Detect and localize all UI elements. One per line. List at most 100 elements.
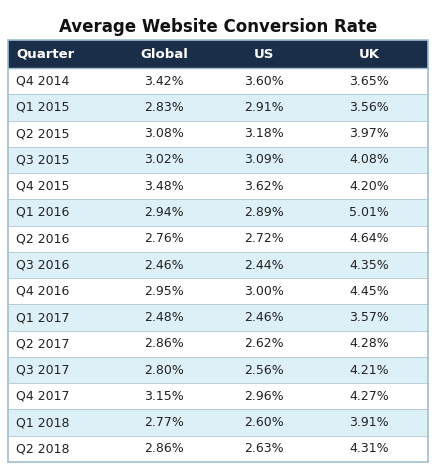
Bar <box>310 94 428 121</box>
Bar <box>8 173 110 199</box>
Text: 3.65%: 3.65% <box>349 75 389 88</box>
Text: 3.18%: 3.18% <box>244 127 284 140</box>
Text: 3.08%: 3.08% <box>144 127 184 140</box>
Text: 4.28%: 4.28% <box>349 337 389 350</box>
Bar <box>310 331 428 357</box>
Text: Q4 2015: Q4 2015 <box>16 180 69 193</box>
Text: Q1 2016: Q1 2016 <box>16 206 69 219</box>
Text: 3.97%: 3.97% <box>349 127 389 140</box>
Bar <box>110 357 218 383</box>
Text: Q4 2017: Q4 2017 <box>16 390 69 403</box>
Text: Quarter: Quarter <box>16 47 74 61</box>
Bar <box>218 68 310 94</box>
Text: 2.95%: 2.95% <box>144 285 184 298</box>
Bar <box>8 357 110 383</box>
Text: 3.42%: 3.42% <box>144 75 184 88</box>
Text: Q1 2017: Q1 2017 <box>16 311 69 324</box>
Bar <box>110 40 218 68</box>
Text: 4.45%: 4.45% <box>349 285 389 298</box>
Text: UK: UK <box>358 47 379 61</box>
Bar <box>310 409 428 436</box>
Text: 3.09%: 3.09% <box>244 153 284 166</box>
Bar <box>218 40 310 68</box>
Bar <box>8 147 110 173</box>
Text: 2.86%: 2.86% <box>144 442 184 455</box>
Bar <box>8 383 110 409</box>
Text: 2.94%: 2.94% <box>144 206 184 219</box>
Bar <box>218 252 310 278</box>
Bar <box>218 436 310 462</box>
Text: Q4 2014: Q4 2014 <box>16 75 69 88</box>
Bar <box>110 331 218 357</box>
Text: 4.08%: 4.08% <box>349 153 389 166</box>
Bar <box>8 304 110 331</box>
Text: 4.31%: 4.31% <box>349 442 389 455</box>
Text: 2.86%: 2.86% <box>144 337 184 350</box>
Text: 2.62%: 2.62% <box>244 337 284 350</box>
Bar <box>8 331 110 357</box>
Text: Global: Global <box>140 47 188 61</box>
Text: 2.63%: 2.63% <box>244 442 284 455</box>
Text: 3.00%: 3.00% <box>244 285 284 298</box>
Text: 2.80%: 2.80% <box>144 363 184 377</box>
Text: 3.48%: 3.48% <box>144 180 184 193</box>
Text: 4.35%: 4.35% <box>349 258 389 272</box>
Text: Q3 2015: Q3 2015 <box>16 153 69 166</box>
Text: 2.72%: 2.72% <box>244 232 284 245</box>
Bar <box>110 252 218 278</box>
Text: Average Website Conversion Rate: Average Website Conversion Rate <box>59 18 377 36</box>
Text: 2.46%: 2.46% <box>244 311 284 324</box>
Bar <box>310 121 428 147</box>
Text: 2.83%: 2.83% <box>144 101 184 114</box>
Bar <box>110 68 218 94</box>
Text: 3.15%: 3.15% <box>144 390 184 403</box>
Bar <box>310 304 428 331</box>
Bar <box>310 199 428 226</box>
Bar <box>8 409 110 436</box>
Text: 2.60%: 2.60% <box>244 416 284 429</box>
Bar <box>310 252 428 278</box>
Text: 2.56%: 2.56% <box>244 363 284 377</box>
Text: Q4 2016: Q4 2016 <box>16 285 69 298</box>
Bar <box>8 121 110 147</box>
Bar <box>8 40 428 462</box>
Text: Q3 2016: Q3 2016 <box>16 258 69 272</box>
Bar <box>110 226 218 252</box>
Text: 3.91%: 3.91% <box>349 416 389 429</box>
Text: 4.27%: 4.27% <box>349 390 389 403</box>
Text: 2.89%: 2.89% <box>244 206 284 219</box>
Text: 4.21%: 4.21% <box>349 363 389 377</box>
Bar <box>310 436 428 462</box>
Bar <box>310 147 428 173</box>
Text: 2.46%: 2.46% <box>144 258 184 272</box>
Text: Q1 2015: Q1 2015 <box>16 101 69 114</box>
Bar <box>110 173 218 199</box>
Text: Q2 2016: Q2 2016 <box>16 232 69 245</box>
Bar <box>110 436 218 462</box>
Bar <box>310 173 428 199</box>
Bar <box>218 383 310 409</box>
Bar <box>110 278 218 304</box>
Bar <box>218 226 310 252</box>
Bar <box>110 94 218 121</box>
Bar <box>110 199 218 226</box>
Text: Q1 2018: Q1 2018 <box>16 416 69 429</box>
Bar <box>110 121 218 147</box>
Bar <box>218 331 310 357</box>
Text: 4.64%: 4.64% <box>349 232 389 245</box>
Text: 4.20%: 4.20% <box>349 180 389 193</box>
Text: 3.02%: 3.02% <box>144 153 184 166</box>
Text: 2.76%: 2.76% <box>144 232 184 245</box>
Text: 3.56%: 3.56% <box>349 101 389 114</box>
Text: Q2 2015: Q2 2015 <box>16 127 69 140</box>
Bar <box>110 304 218 331</box>
Bar <box>8 68 110 94</box>
Bar <box>8 436 110 462</box>
Bar <box>218 121 310 147</box>
Bar <box>218 304 310 331</box>
Text: 2.96%: 2.96% <box>244 390 284 403</box>
Text: 3.62%: 3.62% <box>244 180 284 193</box>
Text: 3.60%: 3.60% <box>244 75 284 88</box>
Bar <box>110 383 218 409</box>
Bar <box>218 278 310 304</box>
